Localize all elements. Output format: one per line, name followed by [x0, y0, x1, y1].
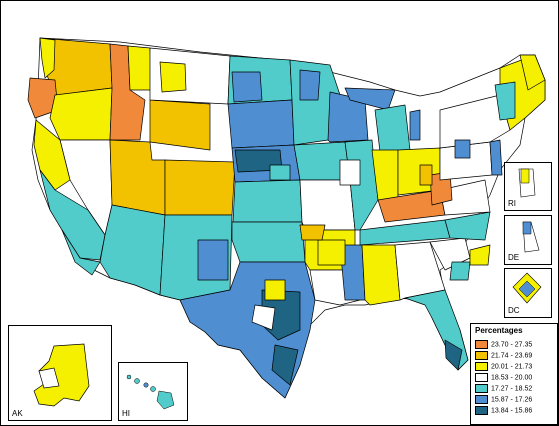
region-tx-white — [251, 304, 276, 331]
region-fl-south — [444, 339, 463, 371]
inset-label-de: DE — [508, 253, 520, 262]
alaska-map — [33, 343, 90, 407]
inset-label-ak: AK — [12, 409, 23, 418]
legend-label: 20.01 - 21.73 — [491, 363, 533, 371]
region-ks — [232, 179, 303, 223]
legend-label: 23.70 - 27.35 — [491, 341, 533, 349]
legend-item: 18.53 - 20.00 — [475, 373, 532, 383]
hawaii-map — [126, 374, 175, 410]
inset-label-dc: DC — [508, 306, 520, 315]
legend-item: 23.70 - 27.35 — [475, 340, 532, 350]
legend-label: 17.27 - 18.52 — [491, 385, 533, 393]
legend-swatch — [475, 406, 488, 415]
region-sd — [227, 99, 295, 149]
region-nc — [444, 211, 491, 241]
region-mi — [374, 104, 411, 153]
legend-swatch — [475, 340, 488, 349]
region-ok — [231, 221, 306, 263]
legend-item: 13.84 - 15.86 — [475, 406, 532, 416]
region-me — [519, 54, 546, 91]
region-mt-yellow — [159, 61, 187, 93]
region-or — [49, 87, 113, 141]
region-va — [439, 179, 491, 216]
legend-item: 17.27 - 18.52 — [475, 384, 532, 394]
region-wa-coast — [39, 37, 56, 79]
inset-alaska: AK — [8, 325, 112, 421]
inset-dc: DC — [504, 268, 552, 318]
legend-label: 13.84 - 15.86 — [491, 407, 533, 415]
inset-label-hi: HI — [122, 409, 130, 418]
legend-swatch — [475, 362, 488, 371]
region-az — [99, 204, 166, 296]
ri-map — [518, 168, 536, 198]
legend-label: 18.53 - 20.00 — [491, 374, 533, 382]
legend-item: 20.01 - 21.73 — [475, 362, 532, 372]
legend-label: 21.74 - 23.69 — [491, 352, 533, 360]
region-ca-central — [39, 169, 106, 261]
inset-hawaii: HI — [118, 362, 188, 421]
legend-item: 15.87 - 17.26 — [475, 395, 532, 405]
legend-title: Percentages — [475, 326, 523, 335]
region-mo — [299, 179, 356, 231]
de-map — [522, 221, 540, 253]
region-mt-west — [127, 45, 153, 91]
region-al — [361, 244, 401, 306]
legend-item: 21.74 - 23.69 — [475, 351, 532, 361]
region-wy — [149, 99, 211, 151]
legend-swatch — [475, 395, 488, 404]
region-co — [164, 159, 236, 216]
dc-map — [512, 272, 542, 304]
region-tx-south — [271, 344, 299, 386]
region-nj — [489, 139, 503, 176]
legend-swatch — [475, 373, 488, 382]
map-legend: Percentages 23.70 - 27.35 21.74 - 23.69 … — [470, 323, 558, 425]
region-ny — [439, 94, 511, 149]
inset-rhode-island: RI — [504, 162, 552, 211]
inset-label-ri: RI — [508, 199, 516, 208]
region-ca-south — [61, 229, 101, 276]
legend-swatch — [475, 384, 488, 393]
region-or-west — [27, 77, 59, 119]
legend-label: 15.87 - 17.26 — [491, 396, 533, 404]
legend-swatch — [475, 351, 488, 360]
inset-delaware: DE — [504, 215, 552, 265]
region-vt-nh — [494, 81, 516, 121]
